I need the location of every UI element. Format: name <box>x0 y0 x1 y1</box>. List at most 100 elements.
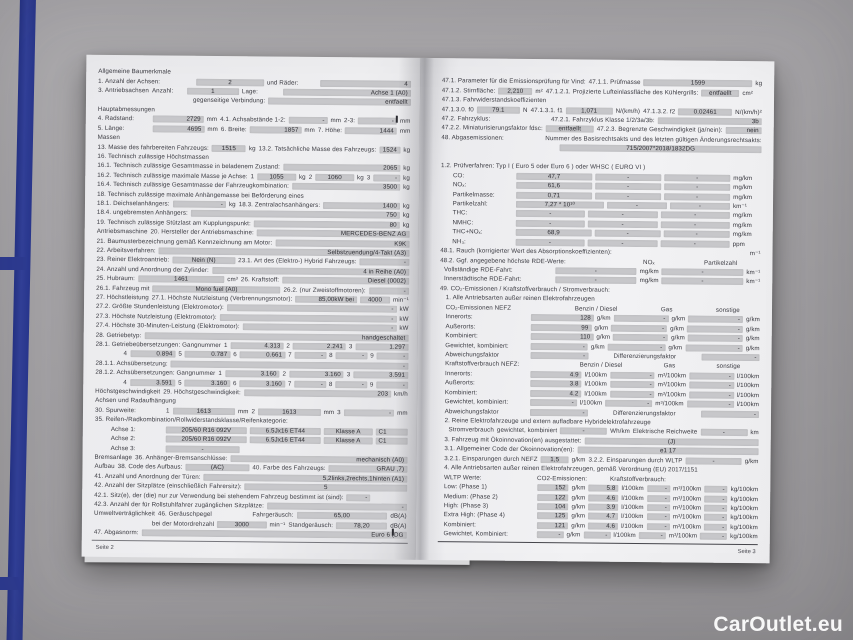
text-label: Außerorts: <box>444 379 475 387</box>
field-value: - <box>609 380 655 389</box>
field-value: - <box>701 410 760 418</box>
doc-row: Gewichtet, Kombiniert: - g/km - l/100km - m³/1… <box>437 530 757 541</box>
text-label: Bremsanlage <box>94 453 133 462</box>
unit-label: N <box>523 106 528 114</box>
text-label: Lage: <box>241 88 258 96</box>
field-value: 2065 <box>282 163 401 173</box>
field-value: 68,9 <box>515 229 592 237</box>
field-value: 6.5Jx16 ET44 <box>249 426 321 435</box>
field-value: - <box>294 380 326 388</box>
text-label: 49. CO₂-Emissionen / Kraftstoffverbrauch… <box>439 284 610 294</box>
text-label: Achse 2: <box>110 435 136 443</box>
unit-label: g/km <box>596 314 611 322</box>
field-value: - <box>359 258 410 267</box>
field-value: - <box>663 230 730 239</box>
text-label: 20. Hersteller der Antriebsmaschine: <box>150 228 254 237</box>
field-value: 1,5 <box>540 455 569 464</box>
text-label: Standgeräusch: <box>288 521 334 529</box>
text-label: 38. Code des Aufbaus: <box>117 463 183 471</box>
text-label: 42.1. Sitz(e), der (die) nur zur Verwend… <box>94 491 344 501</box>
field-value: - <box>688 315 744 324</box>
text-label: 47.1.3.2. f2 <box>643 107 676 115</box>
field-value: - <box>686 325 744 333</box>
field-value: 1055 <box>257 173 297 181</box>
field-value: 1,071 <box>565 106 613 115</box>
field-value: 1.297 <box>355 343 409 351</box>
field-value: - <box>609 371 655 379</box>
text-label: 4 <box>123 350 128 358</box>
unit-label: g/km <box>571 512 586 520</box>
field-value: 110 <box>530 333 594 341</box>
text-label: 23.1. Art des (Elektro-) Hybrid Fahrzeug… <box>238 257 357 266</box>
field-value: 3.160 <box>239 379 285 388</box>
text-label: 35. Reifen-/Radkombination/Rollwiderstan… <box>94 416 288 425</box>
unit-label: kg <box>357 174 364 182</box>
text-label: 42. Anzahl der Sitzplätze (einschließlic… <box>94 481 242 491</box>
text-label: 6 <box>232 379 237 387</box>
unit-label: m³/100km <box>672 504 702 512</box>
text-label: 7 <box>287 380 292 388</box>
unit-label: g/km <box>594 324 609 332</box>
field-value: - <box>219 313 397 323</box>
field-value: - <box>515 210 586 218</box>
field-value: 152 <box>536 484 569 492</box>
field-value: - <box>704 495 728 503</box>
field-value: 1515 <box>211 144 246 152</box>
unit-label: kg <box>228 201 236 209</box>
unit-label: g/km <box>670 324 685 333</box>
text-label: Benzin / Diesel <box>579 361 623 370</box>
text-label: 27.1. Höchste Nutzleistung (Verbrennungs… <box>151 294 293 303</box>
field-value: C1 <box>375 437 408 445</box>
text-label: 27. Höchstleistung <box>96 293 149 302</box>
text-label: 28.1. Getriebeübersetzungen: Gangnummer <box>95 340 222 350</box>
field-value: 4 in Reihe (A0) <box>211 266 410 276</box>
text-label: 47.2. Fahrzyklus: <box>441 115 491 123</box>
spacer <box>493 119 548 120</box>
blue-tape-vertical <box>5 0 37 640</box>
unit-label: cm³ <box>227 276 238 284</box>
text-label: 9 <box>370 352 374 360</box>
field-value: - <box>529 408 588 417</box>
unit-label: g/km <box>571 484 586 492</box>
unit-label: mm <box>304 126 315 134</box>
field-value: - <box>605 399 653 408</box>
field-value: 3.591 <box>353 371 409 380</box>
doc-row: 47. Abgasnorm: Euro 6 (DG <box>94 529 407 540</box>
unit-label: mm <box>206 116 218 124</box>
unit-label: mg/km <box>733 174 753 182</box>
text-label: 3.2.1. Einsparungen durch NEFZ <box>444 454 538 463</box>
right-page-bottom-rule <box>437 541 758 546</box>
text-label: und Räder: <box>266 79 299 87</box>
unit-label: mg/km <box>639 277 659 285</box>
unit-label: g/km <box>590 343 605 351</box>
text-label: 16. Technisch zulässige Höchstmassen <box>97 152 209 161</box>
left-page: Allgemeine Baumerkmale 1. Anzahl der Achs… <box>81 54 421 560</box>
text-label: 29. Höchstgeschwindigkeit: <box>163 388 241 397</box>
text-label: 24. Anzahl und Anordnung der Zylinder: <box>96 265 209 274</box>
unit-label: kg <box>248 144 256 152</box>
unit-label: km/h <box>394 390 408 398</box>
unit-label: km⁻¹ <box>746 269 761 277</box>
text-label: 1. Anzahl der Achsen: <box>98 77 161 86</box>
text-label: Abweichungsfaktor <box>445 351 500 359</box>
text-label: 25. Hubraum: <box>96 275 135 283</box>
text-label: 8 <box>328 380 333 388</box>
field-value: - <box>661 268 744 277</box>
field-value: - <box>587 239 658 247</box>
field-value: Diesel (0002) <box>282 276 409 286</box>
spacer <box>243 449 408 451</box>
unit-label: km⁻¹ <box>732 202 747 210</box>
unit-label: mm <box>323 408 335 416</box>
unit-label: l/100km <box>579 399 603 407</box>
unit-label: mg/km <box>732 231 752 239</box>
unit-label: kg/100km <box>730 523 758 531</box>
unit-label: kg <box>402 221 410 229</box>
field-value: - <box>646 513 670 521</box>
text-label: Partikelzahl: <box>452 200 488 208</box>
field-value: - <box>358 117 398 125</box>
text-label: 3 <box>337 409 341 417</box>
field-value: 1857 <box>249 125 302 134</box>
page-footer-left: Seite 2 <box>95 544 114 551</box>
field-value: - <box>172 200 227 208</box>
field-value: 1613 <box>258 408 321 416</box>
